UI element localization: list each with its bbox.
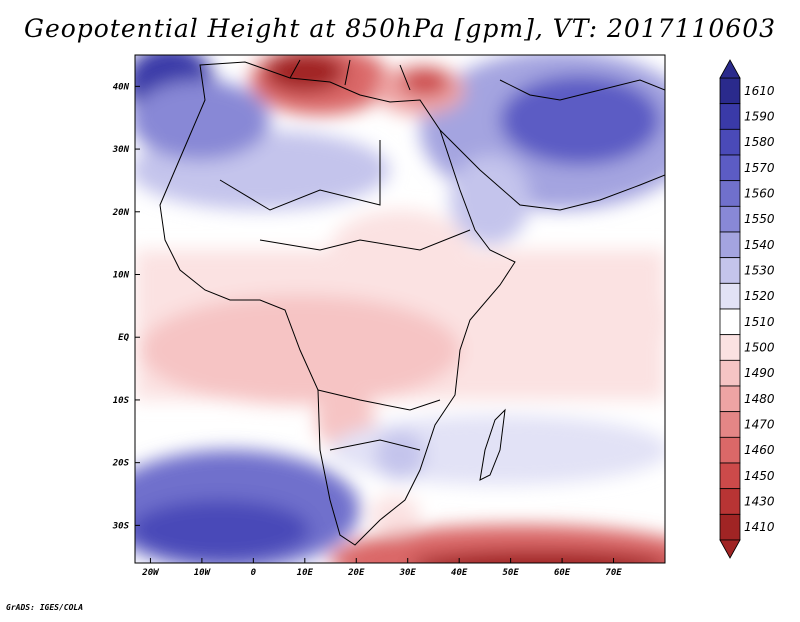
colorbar-label: 1550 bbox=[744, 212, 775, 226]
x-axis: 20W 10W 0 10E 20E 30E 40E 50E 60E 70E bbox=[141, 558, 622, 578]
colorbar-label: 1530 bbox=[744, 264, 775, 278]
x-tick-label: 20E bbox=[347, 568, 365, 578]
colorbar-swatch bbox=[719, 308, 741, 336]
colorbar-swatch bbox=[719, 462, 741, 490]
coastlines bbox=[159, 59, 665, 546]
colorbar-swatch bbox=[719, 334, 741, 361]
colorbar-label: 1610 bbox=[744, 84, 775, 98]
colorbar-label: 1430 bbox=[744, 495, 775, 509]
map-title: Geopotential Height at 850hPa [gpm], VT:… bbox=[23, 14, 777, 43]
y-axis: 40N 30N 20N 10N EQ 10S 20S 30S bbox=[112, 82, 140, 531]
colorbar-label: 1580 bbox=[744, 135, 775, 149]
x-tick-label: 70E bbox=[605, 568, 622, 578]
colorbar-bottom-arrow bbox=[719, 539, 741, 559]
colorbar-top-arrow bbox=[719, 59, 741, 79]
x-tick-label: 10W bbox=[194, 568, 212, 578]
y-tick-label: 30S bbox=[112, 521, 130, 531]
x-tick-label: 60E bbox=[554, 568, 571, 578]
colorbar-label: 1510 bbox=[744, 315, 775, 329]
colorbar-swatch bbox=[719, 385, 741, 413]
colorbar-swatch bbox=[719, 231, 741, 259]
x-tick-label: 10E bbox=[297, 568, 314, 578]
colorbar-label: 1480 bbox=[744, 392, 775, 406]
y-tick-label: 20N bbox=[112, 208, 130, 218]
colorbar-swatch bbox=[719, 103, 741, 130]
colorbar-label: 1500 bbox=[744, 341, 775, 355]
colorbar-label: 1590 bbox=[744, 110, 775, 124]
colorbar-label: 1490 bbox=[744, 366, 775, 380]
colorbar-swatch bbox=[719, 154, 741, 182]
credit-label: GrADS: IGES/COLA bbox=[6, 603, 84, 612]
y-tick-label: 10N bbox=[113, 271, 130, 281]
map-frame bbox=[134, 54, 666, 564]
colorbar-label: 1460 bbox=[744, 443, 775, 457]
colorbar: 1610 1590 1580 1570 1560 1550 1540 1530 1520 1510… bbox=[719, 59, 775, 559]
colorbar-label: 1470 bbox=[744, 418, 775, 432]
colorbar-label: 1560 bbox=[744, 187, 775, 201]
y-tick-label: EQ bbox=[118, 333, 129, 343]
y-tick-label: 40N bbox=[113, 82, 130, 92]
colorbar-swatch bbox=[719, 128, 741, 156]
colorbar-swatch bbox=[719, 257, 741, 284]
colorbar-swatch bbox=[719, 359, 741, 387]
colorbar-swatch bbox=[719, 180, 741, 207]
colorbar-swatch bbox=[719, 488, 741, 515]
colorbar-swatch bbox=[719, 436, 741, 464]
colorbar-swatch bbox=[719, 411, 741, 438]
colorbar-swatch bbox=[719, 205, 741, 233]
y-tick-label: 30N bbox=[112, 145, 130, 155]
height-field bbox=[135, 55, 665, 563]
y-tick-label: 20S bbox=[112, 459, 130, 469]
x-tick-label: 40E bbox=[451, 568, 468, 578]
x-tick-label: 30E bbox=[399, 568, 417, 578]
colorbar-label: 1540 bbox=[744, 238, 775, 252]
colorbar-swatch bbox=[719, 282, 741, 310]
x-tick-label: 20W bbox=[141, 568, 160, 578]
x-tick-label: 0 bbox=[251, 568, 257, 578]
colorbar-swatch bbox=[719, 513, 741, 541]
colorbar-swatch bbox=[719, 77, 741, 105]
colorbar-label: 1410 bbox=[744, 520, 775, 534]
y-tick-label: 10S bbox=[113, 396, 130, 406]
colorbar-label: 1450 bbox=[744, 469, 775, 483]
x-tick-label: 50E bbox=[502, 568, 519, 578]
colorbar-label: 1520 bbox=[744, 289, 775, 303]
colorbar-label: 1570 bbox=[744, 161, 775, 175]
